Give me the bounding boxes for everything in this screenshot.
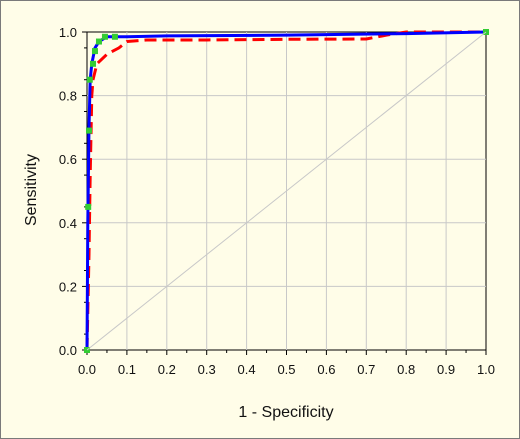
x-tick-label: 0.9 (437, 362, 455, 377)
roc-point-marker (85, 203, 92, 210)
x-tick-label: 0.4 (238, 362, 256, 377)
x-axis-title: 1 - Specificity (238, 404, 333, 421)
roc-point-marker (85, 127, 92, 134)
x-tick-label: 0.0 (78, 362, 96, 377)
y-tick-label: 0.2 (59, 279, 77, 294)
roc-point-marker (95, 38, 102, 45)
reference-diagonal (86, 31, 487, 351)
x-tick-label: 0.1 (118, 362, 136, 377)
y-tick-label: 1.0 (59, 25, 77, 40)
roc-point-marker (91, 48, 98, 55)
x-tick-label: 0.6 (317, 362, 335, 377)
roc-point-marker (86, 76, 93, 83)
x-tick-label: 0.3 (198, 362, 216, 377)
x-tick-label: 0.8 (397, 362, 415, 377)
y-tick-label: 0.0 (59, 343, 77, 358)
y-tick-label: 0.8 (59, 89, 77, 104)
roc-point-marker (89, 60, 96, 67)
x-tick-label: 1.0 (477, 362, 495, 377)
y-axis-title: Sensitivity (23, 154, 40, 226)
roc-point-marker (101, 33, 108, 40)
x-tick-label: 0.5 (277, 362, 295, 377)
y-tick-label: 0.6 (59, 152, 77, 167)
x-tick-label: 0.7 (357, 362, 375, 377)
x-tick-label: 0.2 (158, 362, 176, 377)
y-tick-label: 0.4 (59, 216, 77, 231)
roc-point-marker (111, 33, 118, 40)
